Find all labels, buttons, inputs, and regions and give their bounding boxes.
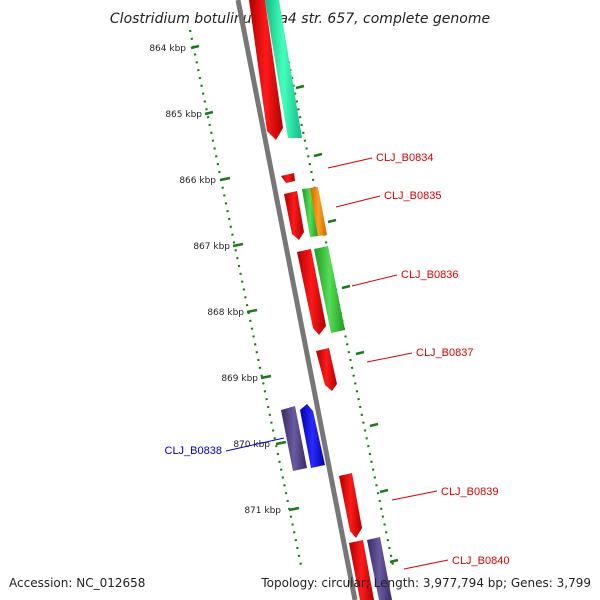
gene-cog-0840-purple[interactable] [367, 537, 392, 600]
gene-cog-0836-green[interactable] [314, 246, 345, 333]
connector-0836 [351, 274, 398, 287]
connector-0839 [391, 490, 438, 501]
gene-label-0840[interactable]: CLJ_B0840 [452, 555, 510, 567]
gene-cds-top-red[interactable] [249, 0, 283, 140]
connector-0838 [225, 437, 285, 452]
gene-label-0836[interactable]: CLJ_B0836 [401, 269, 459, 281]
map-title: Clostridium botulinum Ba4 str. 657, comp… [110, 11, 490, 27]
tick-label-865: 865 kbp [165, 110, 202, 120]
tick-label-864: 864 kbp [149, 44, 186, 54]
connector-0840 [403, 559, 449, 570]
gene-label-0835[interactable]: CLJ_B0835 [384, 190, 442, 202]
connector-0834 [327, 157, 373, 169]
gene-cds-0834[interactable] [281, 173, 295, 183]
gene-cds-0835[interactable] [284, 191, 304, 240]
connector-0835 [335, 195, 381, 208]
gene-cds-0839[interactable] [339, 473, 362, 538]
gene-label-0834[interactable]: CLJ_B0834 [376, 152, 434, 164]
major-ticks-left [190, 44, 300, 512]
gene-cog-0835-orange[interactable] [310, 187, 327, 236]
accession-text: Accession: NC_012658 [9, 576, 145, 590]
gene-cog-0835-green[interactable] [302, 188, 318, 237]
tick-label-871: 871 kbp [244, 506, 281, 516]
gene-cog-top-teal[interactable] [265, 0, 302, 138]
major-ticks-right [295, 84, 399, 564]
tick-label-867: 867 kbp [193, 242, 230, 252]
topology-text: Topology: circular; Length: 3,977,794 bp… [260, 576, 591, 590]
gene-label-0837[interactable]: CLJ_B0837 [416, 347, 474, 359]
gene-label-0838[interactable]: CLJ_B0838 [165, 445, 223, 457]
tick-label-868: 868 kbp [207, 308, 244, 318]
genome-backbone [235, 0, 358, 600]
tick-label-866: 866 kbp [179, 176, 216, 186]
gene-cds-0837[interactable] [316, 348, 337, 391]
gene-cog-0838-purple[interactable] [281, 406, 307, 471]
tick-label-869: 869 kbp [221, 374, 258, 384]
gene-cds-0836[interactable] [297, 249, 326, 335]
gene-cds-0838[interactable] [300, 404, 325, 468]
gene-cds-0840[interactable] [349, 540, 374, 600]
gene-label-0839[interactable]: CLJ_B0839 [441, 486, 499, 498]
connector-0837 [366, 352, 413, 363]
